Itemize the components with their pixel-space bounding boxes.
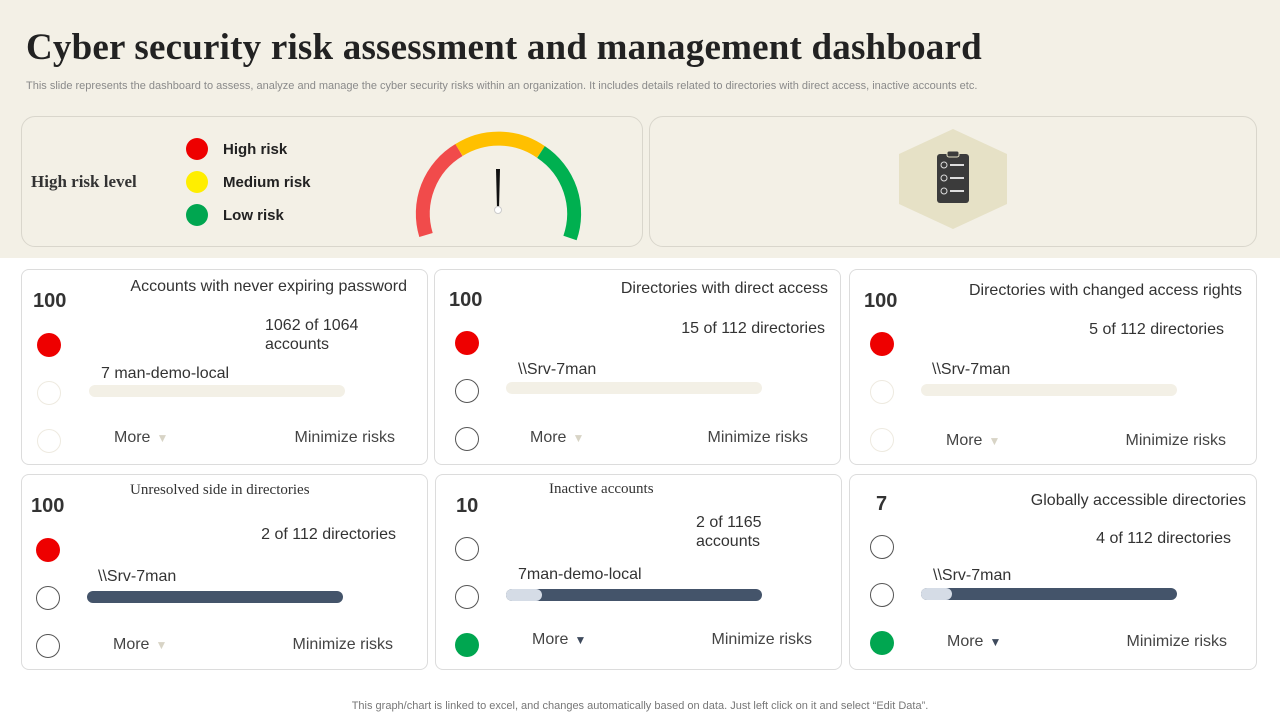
progress-bar-fill: [921, 588, 952, 600]
page-title: Cyber security risk assessment and manag…: [26, 27, 982, 68]
host-name: 7 man-demo-local: [101, 365, 230, 382]
progress-bar-fill: [506, 589, 542, 601]
status-high-indicator: [455, 331, 479, 355]
status-low-indicator: [870, 631, 894, 655]
green-dot-icon: [186, 204, 208, 226]
red-dot-icon: [186, 138, 208, 160]
more-button[interactable]: More ▼: [947, 633, 1002, 650]
card-unresolved-side: 100 Unresolved side in directories 2 of …: [21, 474, 428, 670]
caret-down-icon: ▼: [574, 633, 587, 647]
caret-down-icon: ▼: [155, 638, 168, 652]
risk-score: 10: [456, 495, 479, 517]
status-medium-indicator: [870, 380, 894, 404]
risk-score: 100: [31, 495, 65, 517]
progress-bar: [506, 382, 762, 394]
more-button[interactable]: More ▼: [946, 432, 1001, 449]
card-title: Inactive accounts: [549, 481, 654, 497]
card-stat: 2 of 112 directories: [261, 526, 396, 543]
progress-bar: [89, 385, 345, 397]
yellow-dot-icon: [186, 171, 208, 193]
card-title: Unresolved side in directories: [130, 482, 310, 498]
legend-low-risk: Low risk: [186, 204, 284, 226]
status-low-indicator: [870, 428, 894, 452]
more-button[interactable]: More ▼: [113, 636, 168, 653]
status-low-indicator: [37, 429, 61, 453]
status-high-indicator: [37, 333, 61, 357]
progress-bar: [921, 384, 1177, 396]
card-globally-accessible: 7 Globally accessible directories 4 of 1…: [849, 474, 1257, 670]
page-subtitle: This slide represents the dashboard to a…: [26, 80, 978, 92]
more-button[interactable]: More ▼: [530, 429, 585, 446]
host-name: \\Srv-7man: [933, 567, 1012, 584]
legend-medium-risk: Medium risk: [186, 171, 311, 193]
gauge-needle: [496, 169, 500, 209]
card-title: Globally accessible directories: [1030, 492, 1246, 509]
risk-score: 100: [33, 290, 67, 312]
more-button[interactable]: More ▼: [532, 631, 587, 648]
footer-note: This graph/chart is linked to excel, and…: [351, 700, 929, 712]
risk-score: 100: [449, 289, 483, 311]
card-never-expiring-password: 100 Accounts with never expiring passwor…: [21, 269, 428, 465]
caret-down-icon: ▼: [989, 635, 1002, 649]
legend-high-risk: High risk: [186, 138, 287, 160]
progress-bar: [506, 589, 762, 601]
status-medium-indicator[interactable]: [36, 586, 60, 610]
status-high-indicator[interactable]: [455, 537, 479, 561]
card-stat: 15 of 112 directories: [681, 320, 825, 337]
status-high-indicator: [870, 332, 894, 356]
status-medium-indicator[interactable]: [870, 583, 894, 607]
caret-down-icon: ▼: [156, 431, 169, 445]
host-name: \\Srv-7man: [932, 361, 1011, 378]
minimize-risks-link[interactable]: Minimize risks: [707, 429, 808, 446]
risk-score: 100: [864, 290, 898, 312]
status-low-indicator[interactable]: [455, 427, 479, 451]
card-title: Accounts with never expiring password: [130, 278, 407, 295]
gauge-low-segment: [415, 143, 463, 238]
card-inactive-accounts: 10 Inactive accounts 2 of 1165 accounts …: [435, 474, 842, 670]
status-high-indicator: [36, 538, 60, 562]
card-directories-direct-access: 100 Directories with direct access 15 of…: [434, 269, 841, 465]
card-stat: 5 of 112 directories: [1089, 321, 1224, 338]
host-name: \\Srv-7man: [518, 361, 597, 378]
minimize-risks-link[interactable]: Minimize risks: [292, 636, 393, 653]
more-button[interactable]: More ▼: [114, 429, 169, 446]
gauge-high-segment: [536, 146, 582, 241]
card-stat: 2 of 1165 accounts: [696, 514, 762, 550]
gauge-pivot: [494, 206, 502, 214]
card-stat: 1062 of 1064 accounts: [265, 317, 359, 353]
status-low-indicator: [455, 633, 479, 657]
risk-gauge: [415, 131, 582, 241]
card-title: Directories with changed access rights: [968, 282, 1242, 299]
status-medium-indicator[interactable]: [455, 379, 479, 403]
clipboard-checklist-icon: [899, 129, 1007, 229]
risk-level-label: High risk level: [31, 172, 137, 191]
status-high-indicator[interactable]: [870, 535, 894, 559]
risk-level-panel: [21, 116, 643, 247]
progress-bar: [921, 588, 1177, 600]
progress-bar: [87, 591, 343, 603]
minimize-risks-link[interactable]: Minimize risks: [1125, 432, 1226, 449]
minimize-risks-link[interactable]: Minimize risks: [711, 631, 812, 648]
card-stat: 4 of 112 directories: [1096, 530, 1231, 547]
caret-down-icon: ▼: [572, 431, 585, 445]
host-name: \\Srv-7man: [98, 568, 177, 585]
risk-score: 7: [876, 493, 888, 515]
minimize-risks-link[interactable]: Minimize risks: [294, 429, 395, 446]
host-name: 7man-demo-local: [518, 566, 642, 583]
status-low-indicator[interactable]: [36, 634, 60, 658]
card-title: Directories with direct access: [620, 280, 828, 297]
minimize-risks-link[interactable]: Minimize risks: [1126, 633, 1227, 650]
status-medium-indicator[interactable]: [455, 585, 479, 609]
status-medium-indicator: [37, 381, 61, 405]
caret-down-icon: ▼: [988, 434, 1001, 448]
gauge-mid-segment: [455, 131, 546, 158]
card-changed-access-rights: 100 Directories with changed access righ…: [849, 269, 1257, 465]
